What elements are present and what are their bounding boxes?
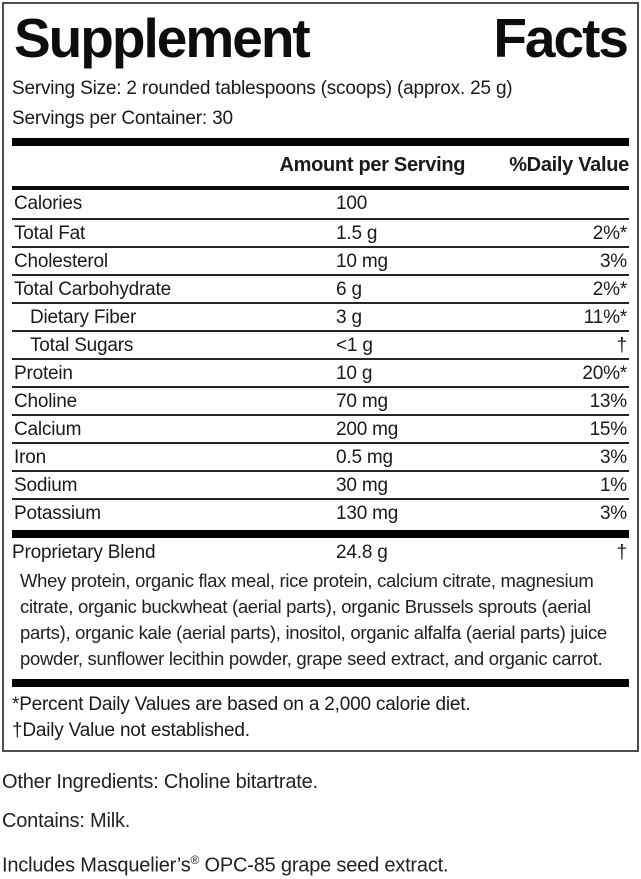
- footnotes: *Percent Daily Values are based on a 2,0…: [12, 687, 629, 746]
- nutrient-row-dietary-fiber: Dietary Fiber 3 g 11%*: [12, 302, 629, 330]
- nutrient-row-cholesterol: Cholesterol 10 mg 3%: [12, 246, 629, 274]
- nutrient-row-total-sugars: Total Sugars <1 g †: [12, 330, 629, 358]
- nutrient-name: Choline: [14, 391, 78, 412]
- contains-statement: Contains: Milk.: [2, 810, 131, 832]
- nutrient-name: Dietary Fiber: [30, 307, 137, 328]
- nutrient-amount: 10 g: [336, 363, 373, 384]
- serving-size-text: Serving Size: 2 rounded tablespoons (sco…: [12, 78, 513, 99]
- nutrient-row-calories: Calories 100: [12, 190, 629, 218]
- below-panel-statements: Other Ingredients: Choline bitartrate. C…: [0, 752, 641, 879]
- nutrient-amount: 6 g: [336, 279, 362, 300]
- nutrient-daily-value: 2%*: [592, 279, 627, 300]
- nutrient-name: Sodium: [14, 475, 78, 496]
- nutrient-row-choline: Choline 70 mg 13%: [12, 386, 629, 414]
- footnote-dagger: †Daily Value not established.: [12, 720, 250, 741]
- nutrient-row-total-carbohydrate: Total Carbohydrate 6 g 2%*: [12, 274, 629, 302]
- nutrient-amount: 10 mg: [336, 251, 388, 272]
- column-headers: Amount per Serving %Daily Value: [12, 146, 629, 186]
- nutrient-daily-value: 1%: [599, 475, 627, 496]
- thick-separator-top: [12, 138, 629, 146]
- nutrient-name: Total Fat: [14, 223, 86, 244]
- blend-amount: 24.8 g: [336, 542, 388, 563]
- servings-per-container-text: Servings per Container: 30: [12, 108, 233, 129]
- nutrient-daily-value: 13%: [589, 391, 628, 412]
- includes-text-cont: OPC-85 grape seed extract.: [199, 854, 449, 877]
- nutrient-daily-value: [506, 190, 629, 218]
- nutrient-daily-value: 2%*: [592, 223, 627, 244]
- nutrient-amount: 70 mg: [336, 391, 388, 412]
- nutrient-daily-value: 3%: [599, 251, 627, 272]
- nutrient-amount: 3 g: [336, 307, 362, 328]
- nutrient-row-potassium: Potassium 130 mg 3%: [12, 498, 629, 526]
- thick-separator-above-blend: [12, 530, 629, 538]
- footnote-daily-values: *Percent Daily Values are based on a 2,0…: [12, 694, 471, 715]
- nutrient-name: Cholesterol: [14, 251, 108, 272]
- panel-title: Supplement Facts: [12, 8, 629, 70]
- nutrient-daily-value: 3%: [599, 503, 627, 524]
- serving-info: Serving Size: 2 rounded tablespoons (sco…: [12, 74, 629, 134]
- nutrient-name: Total Carbohydrate: [14, 279, 171, 300]
- nutrient-amount: 130 mg: [336, 503, 399, 524]
- nutrient-daily-value: 11%*: [583, 307, 627, 328]
- nutrient-amount: 1.5 g: [336, 223, 378, 244]
- column-header-daily-value: %Daily Value: [509, 154, 629, 176]
- registered-trademark-symbol: ®: [190, 853, 200, 867]
- column-header-amount: Amount per Serving: [279, 154, 466, 176]
- nutrient-amount: 0.5 mg: [336, 447, 393, 468]
- nutrient-daily-value: †: [616, 335, 628, 356]
- includes-text: Includes Masquelier’s: [2, 854, 191, 877]
- nutrient-name: Potassium: [14, 503, 101, 524]
- panel-title-word-supplement: Supplement: [14, 7, 311, 69]
- nutrient-name: Calcium: [14, 419, 82, 440]
- blend-name: Proprietary Blend: [12, 542, 156, 563]
- nutrient-daily-value: 3%: [599, 447, 627, 468]
- includes-statement: Includes Masquelier’s® OPC-85 grape seed…: [2, 847, 641, 879]
- nutrient-row-calcium: Calcium 200 mg 15%: [12, 414, 629, 442]
- blend-description: Whey protein, organic flax meal, rice pr…: [20, 570, 607, 669]
- medium-separator-under-headers: [12, 186, 629, 190]
- nutrient-name: Total Sugars: [30, 335, 134, 356]
- proprietary-blend-row: Proprietary Blend 24.8 g †: [12, 538, 629, 567]
- nutrient-amount: 30 mg: [336, 475, 388, 496]
- other-ingredients-statement: Other Ingredients: Choline bitartrate.: [2, 771, 318, 793]
- nutrient-table: Calories 100 Total Fat 1.5 g 2%* Cholest…: [12, 190, 629, 526]
- nutrient-row-total-fat: Total Fat 1.5 g 2%*: [12, 218, 629, 246]
- nutrient-name: Protein: [14, 363, 73, 384]
- nutrient-daily-value: 15%: [589, 419, 628, 440]
- nutrient-row-iron: Iron 0.5 mg 3%: [12, 442, 629, 470]
- nutrient-row-protein: Protein 10 g 20%*: [12, 358, 629, 386]
- nutrient-daily-value: 20%*: [582, 363, 627, 384]
- nutrient-amount: 200 mg: [336, 419, 399, 440]
- nutrient-row-sodium: Sodium 30 mg 1%: [12, 470, 629, 498]
- nutrient-amount: 100: [336, 193, 368, 214]
- thick-separator-above-footnotes: [12, 679, 629, 687]
- supplement-facts-panel: Supplement Facts Serving Size: 2 rounded…: [2, 2, 639, 752]
- nutrient-amount: <1 g: [336, 335, 373, 356]
- panel-title-word-facts: Facts: [493, 7, 629, 69]
- nutrient-name: Iron: [14, 447, 46, 468]
- blend-daily-value: †: [616, 542, 628, 563]
- nutrient-name: Calories: [14, 193, 83, 214]
